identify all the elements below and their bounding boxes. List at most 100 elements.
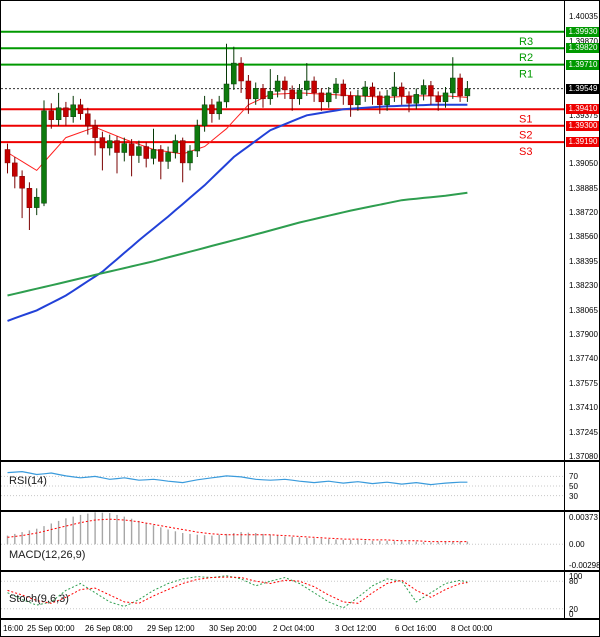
candle-body <box>274 80 281 92</box>
candle-body <box>369 86 376 97</box>
level-label-R1: R1 <box>519 69 533 81</box>
panel-separator <box>1 570 599 572</box>
stoch-indicator-label: Stoch(9,6,3) <box>9 593 69 605</box>
candlesticks <box>4 43 471 230</box>
stoch-chart-canvas[interactable] <box>1 572 565 618</box>
axis-border-line <box>564 1 565 620</box>
macd-tick: 0.00 <box>569 540 585 550</box>
stoch-k-line <box>7 575 468 609</box>
candle-body <box>340 83 347 97</box>
candle-body <box>296 89 303 100</box>
panel-separator <box>1 618 599 620</box>
price-tick: 1.40035 <box>569 12 598 22</box>
candle-body <box>311 80 317 94</box>
panel-separator <box>1 510 599 512</box>
candle-body <box>187 150 193 164</box>
macd-tick: -0.00298 <box>569 561 600 570</box>
candle-body <box>85 113 91 126</box>
candle-body <box>179 140 186 164</box>
candle-body <box>457 77 463 97</box>
candle-body <box>63 107 69 117</box>
price-tag: 1.39930 <box>566 26 599 37</box>
candle-body <box>260 88 266 100</box>
price-tick: 1.39870 <box>569 36 598 46</box>
price-tick: 1.39050 <box>569 158 598 168</box>
candle-body <box>41 110 47 204</box>
candle-body <box>238 62 244 82</box>
candle-body <box>70 104 76 117</box>
candle-body <box>33 196 40 208</box>
rsi-chart-canvas[interactable] <box>1 462 565 510</box>
level-label-R3: R3 <box>519 36 533 48</box>
rsi-indicator-label: RSI(14) <box>9 475 47 487</box>
stoch-tick: 20 <box>569 604 578 614</box>
candle-body <box>252 88 259 100</box>
candle-body <box>209 104 215 114</box>
price-tick: 1.37900 <box>569 330 598 340</box>
price-tick: 1.37245 <box>569 427 598 437</box>
price-tag: 1.39820 <box>566 43 599 54</box>
time-label: 25 Sep 00:00 <box>27 624 75 633</box>
stoch-tick: 0 <box>569 610 574 619</box>
ma-fast-red <box>7 92 468 172</box>
rsi-tick: 70 <box>569 472 578 482</box>
candle-body <box>114 140 120 153</box>
time-label: 26 Sep 08:00 <box>85 624 133 633</box>
candle-body <box>362 86 368 97</box>
price-tick: 1.37080 <box>569 452 598 462</box>
candle-body <box>406 95 412 104</box>
price-tick: 1.39375 <box>569 110 598 120</box>
candle-body <box>333 83 339 94</box>
candle-body <box>413 94 420 104</box>
candle-body <box>48 110 55 120</box>
candle-body <box>4 149 11 164</box>
price-tick: 1.38560 <box>569 231 598 241</box>
level-label-S2: S2 <box>519 130 532 142</box>
candle-body <box>216 101 222 115</box>
price-tick: 1.37740 <box>569 354 598 364</box>
price-tag: 1.39549 <box>566 83 599 94</box>
panel-separator <box>1 460 599 462</box>
candle-body <box>398 86 405 97</box>
candle-body <box>318 92 325 103</box>
candle-body <box>55 107 62 120</box>
macd-signal-line <box>7 518 468 543</box>
candle-body <box>442 92 449 103</box>
candle-body <box>12 162 18 177</box>
price-tick: 1.37410 <box>569 403 598 413</box>
price-tick: 1.38065 <box>569 305 598 315</box>
macd-indicator-label: MACD(12,26,9) <box>9 549 86 561</box>
price-tag: 1.39300 <box>566 120 599 131</box>
candle-body <box>19 176 25 189</box>
candle-body <box>201 104 208 126</box>
time-label: 6 Oct 16:00 <box>395 624 437 633</box>
macd-tick: 0.00373 <box>569 513 598 522</box>
candle-body <box>391 86 398 97</box>
rsi-line <box>7 470 468 486</box>
time-label: 16:00 <box>3 624 24 633</box>
candle-body <box>420 85 427 95</box>
level-label-S1: S1 <box>519 113 532 125</box>
time-label: 30 Sep 20:00 <box>209 624 257 633</box>
candle-body <box>231 62 237 85</box>
macd-chart-canvas[interactable] <box>1 512 565 570</box>
candle-body <box>223 83 230 103</box>
rsi-tick: 50 <box>569 482 578 491</box>
price-chart-canvas[interactable]: R3 R2 R1 S1 S2 S3 <box>1 1 565 460</box>
candle-body <box>165 152 171 162</box>
time-label: 8 Oct 00:00 <box>451 624 493 633</box>
candle-body <box>355 95 361 106</box>
candle-body <box>121 143 128 153</box>
candle-body <box>464 88 471 97</box>
macd-axis: 0.00373 0.00 -0.00298 <box>566 512 600 570</box>
candle-body <box>172 140 179 153</box>
candle-body <box>435 95 441 103</box>
candle-body <box>194 125 201 152</box>
ma-slow-green <box>7 191 468 297</box>
price-tick: 1.38885 <box>569 183 598 193</box>
candle-body <box>150 149 157 159</box>
candle-body <box>289 89 295 100</box>
time-axis: 16:00 25 Sep 00:00 26 Sep 08:00 29 Sep 12:0… <box>1 620 599 636</box>
price-tick: 1.38720 <box>569 208 598 218</box>
